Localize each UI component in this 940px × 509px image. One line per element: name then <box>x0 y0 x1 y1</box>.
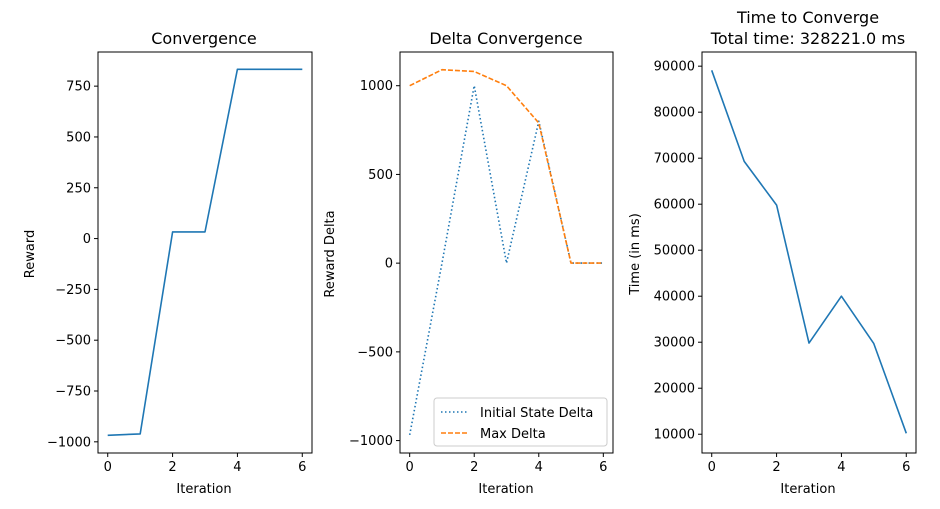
y-tick-label: 40000 <box>654 290 695 305</box>
chart-subtitle: Total time: 328221.0 ms <box>710 29 905 48</box>
series-line <box>107 68 303 437</box>
x-tick-label: 6 <box>599 460 607 475</box>
y-tick-label: 0 <box>385 257 393 272</box>
y-tick-label: 750 <box>66 80 91 95</box>
y-tick-label: 50000 <box>654 244 695 259</box>
y-axis-label: Reward Delta <box>323 210 338 297</box>
plot-area <box>97 51 313 454</box>
x-axis-label: Iteration <box>176 482 231 497</box>
legend: Initial State Delta Max Delta <box>433 397 608 447</box>
time-to-converge-chart: Time to Converge Total time: 328221.0 ms… <box>628 8 917 497</box>
y-tick-label: 30000 <box>654 336 695 351</box>
y-tick-label: 250 <box>66 181 91 196</box>
x-tick-label: 0 <box>104 460 112 475</box>
chart-title: Convergence <box>151 29 257 48</box>
y-tick-label: −500 <box>357 345 393 360</box>
x-tick-label: 2 <box>168 460 176 475</box>
y-tick-label: −1000 <box>47 435 91 450</box>
y-tick-label: −250 <box>55 283 91 298</box>
plot-area <box>701 51 917 454</box>
y-tick-label: 1000 <box>360 79 393 94</box>
legend-label-initial-state-delta: Initial State Delta <box>480 406 593 421</box>
legend-box <box>433 397 608 447</box>
x-axis-label: Iteration <box>780 482 835 497</box>
x-tick-label: 0 <box>708 460 716 475</box>
chart-title: Delta Convergence <box>429 29 582 48</box>
y-axis-label: Time (in ms) <box>628 213 643 296</box>
y-tick-label: 500 <box>368 168 393 183</box>
y-tick-label: 500 <box>66 130 91 145</box>
x-tick-label: 6 <box>902 460 910 475</box>
series-line-initial-state-delta <box>408 84 604 436</box>
y-tick-label: −1000 <box>349 434 393 449</box>
y-tick-label: 10000 <box>654 428 695 443</box>
x-tick-label: 2 <box>470 460 478 475</box>
x-axis-label: Iteration <box>478 482 533 497</box>
series-line-max-delta <box>409 68 604 264</box>
legend-label-max-delta: Max Delta <box>480 427 546 442</box>
y-tick-label: −750 <box>55 385 91 400</box>
delta-convergence-chart: Delta Convergence Iteration Reward Delta… <box>323 29 614 497</box>
plot-area <box>399 51 614 454</box>
convergence-chart: Convergence Iteration Reward 0 2 4 6 −1000 −7… <box>23 29 313 497</box>
y-tick-label: 80000 <box>654 106 695 121</box>
chart-title: Time to Converge <box>736 8 879 27</box>
y-tick-label: −500 <box>55 334 91 349</box>
x-tick-label: 4 <box>837 460 845 475</box>
x-tick-label: 4 <box>233 460 241 475</box>
y-axis-label: Reward <box>23 230 38 278</box>
x-tick-label: 4 <box>535 460 543 475</box>
y-tick-label: 60000 <box>654 198 695 213</box>
y-tick-label: 90000 <box>654 60 695 75</box>
y-tick-label: 0 <box>83 232 91 247</box>
series-line <box>710 70 908 434</box>
x-tick-label: 2 <box>772 460 780 475</box>
y-tick-label: 20000 <box>654 382 695 397</box>
y-tick-label: 70000 <box>654 152 695 167</box>
x-tick-label: 0 <box>406 460 414 475</box>
x-tick-label: 6 <box>298 460 306 475</box>
